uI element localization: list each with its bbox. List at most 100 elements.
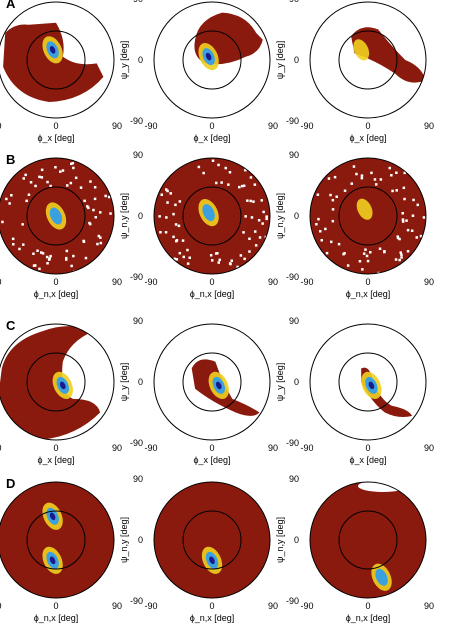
empty-bin <box>325 251 329 255</box>
empty-bin <box>18 247 21 251</box>
empty-bin <box>209 254 213 257</box>
empty-bin <box>173 257 176 261</box>
panel-B3: -90 0 90 90 0 -90 ϕ_n,x [deg] ψ_n,y [deg] <box>275 150 434 299</box>
empty-bin <box>92 208 95 212</box>
empty-bin <box>158 215 161 218</box>
y-axis-label: ψ_n,y [deg] <box>119 193 129 239</box>
empty-bin <box>238 185 241 189</box>
empty-bin <box>224 166 227 170</box>
panel-label-A: A <box>6 0 16 11</box>
empty-bin <box>260 199 263 202</box>
inner-ring <box>338 186 398 246</box>
empty-bin <box>401 212 404 215</box>
x-tick-label: 90 <box>268 601 278 611</box>
inner-ring <box>26 352 86 412</box>
empty-bin <box>416 203 419 207</box>
y-tick-label: 0 <box>138 55 143 65</box>
panel-label-B: B <box>6 152 15 167</box>
empty-bin <box>383 250 386 254</box>
empty-bin <box>406 228 410 232</box>
empty-bin <box>410 229 414 232</box>
empty-bin <box>83 199 86 203</box>
outer-ring <box>309 1 427 119</box>
empty-bin <box>96 242 99 246</box>
empty-bin <box>365 254 369 258</box>
density-peak <box>49 512 56 521</box>
empty-bin <box>261 222 264 225</box>
empty-bin <box>342 252 345 256</box>
empty-bin <box>12 243 15 246</box>
y-tick-label: -90 <box>286 438 299 448</box>
empty-bin <box>369 251 372 254</box>
density-contour-low <box>356 198 373 220</box>
empty-bin <box>174 203 177 207</box>
x-tick-label: 0 <box>365 601 370 611</box>
outer-ring <box>0 1 115 119</box>
y-tick-label: -90 <box>286 116 299 126</box>
empty-bin <box>388 166 391 170</box>
empty-bin <box>70 162 73 166</box>
empty-bin <box>217 261 220 264</box>
empty-bin <box>47 258 51 261</box>
empty-bin <box>99 211 102 214</box>
empty-bin <box>394 258 398 261</box>
empty-bin <box>320 239 323 242</box>
x-axis-label: ϕ_x [deg] <box>349 455 386 465</box>
empty-bin <box>358 260 362 263</box>
empty-bin <box>230 259 233 262</box>
y-tick-label: 90 <box>289 316 299 326</box>
inner-ring <box>338 352 398 412</box>
empty-bin <box>220 181 223 184</box>
empty-bin <box>22 177 25 180</box>
empty-bin <box>366 259 370 263</box>
y-axis-label: ψ_y [deg] <box>119 363 129 401</box>
panel-plot-area <box>310 158 426 274</box>
y-tick-label: -90 <box>286 272 299 282</box>
density-contour-mid <box>375 568 388 586</box>
empty-bin <box>175 239 178 243</box>
empty-bin <box>242 231 245 234</box>
empty-bin <box>218 258 221 262</box>
empty-bin <box>329 193 332 197</box>
panel-label-D: D <box>6 476 15 491</box>
empty-bin <box>373 178 377 181</box>
density-contour-low <box>353 39 370 61</box>
inner-ring <box>338 30 398 90</box>
panel-A2: -90 0 90 90 0 -90 ϕ_x [deg] ψ_y [deg] <box>119 0 278 143</box>
empty-bin <box>182 255 185 259</box>
empty-bin <box>253 183 257 186</box>
empty-bin <box>97 234 101 238</box>
y-tick-label: 0 <box>294 535 299 545</box>
empty-bin <box>346 264 350 267</box>
y-axis-label: ψ_n,y [deg] <box>275 517 285 563</box>
empty-bin <box>177 224 181 228</box>
density-peak <box>209 556 215 565</box>
empty-bin <box>197 165 201 169</box>
empty-bin <box>186 248 189 252</box>
empty-bin <box>239 254 243 257</box>
x-tick-label: 90 <box>424 121 434 131</box>
x-tick-label: -90 <box>0 601 2 611</box>
panel-plot-area <box>0 326 101 440</box>
empty-bin <box>265 215 268 218</box>
x-axis-label: ϕ_x [deg] <box>37 455 74 465</box>
empty-bin <box>378 247 382 250</box>
empty-bin <box>249 199 252 203</box>
empty-bin <box>202 171 205 175</box>
empty-bin <box>244 168 247 172</box>
x-tick-label: -90 <box>144 443 157 453</box>
empty-bin <box>107 195 111 199</box>
empty-bin <box>38 267 41 271</box>
occupancy-region <box>310 482 426 598</box>
empty-bin <box>89 180 92 183</box>
empty-bin <box>94 216 97 219</box>
x-tick-label: 0 <box>365 121 370 131</box>
outer-ring <box>0 323 115 441</box>
empty-bin <box>38 175 41 179</box>
empty-bin <box>27 193 31 196</box>
empty-bin <box>227 183 230 186</box>
empty-bin <box>265 217 268 221</box>
empty-bin <box>32 252 35 255</box>
